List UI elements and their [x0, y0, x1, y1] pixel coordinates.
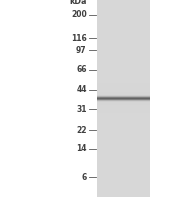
- Bar: [97, 95, 150, 96]
- Bar: [97, 100, 150, 101]
- Bar: [97, 95, 150, 96]
- Bar: [97, 94, 150, 95]
- Text: 22: 22: [76, 125, 87, 135]
- Bar: [97, 99, 150, 100]
- Bar: [97, 100, 150, 101]
- Text: 14: 14: [76, 144, 87, 153]
- Bar: [97, 99, 150, 100]
- Bar: [97, 100, 150, 101]
- Text: kDa: kDa: [69, 0, 87, 6]
- Bar: [97, 96, 150, 97]
- Text: 97: 97: [76, 46, 87, 55]
- Bar: [97, 95, 150, 96]
- Bar: [97, 101, 150, 102]
- Bar: [97, 97, 150, 98]
- Bar: [97, 102, 150, 103]
- Bar: [97, 98, 150, 99]
- Bar: [97, 98, 150, 99]
- Text: 6: 6: [81, 173, 87, 182]
- Bar: [97, 98, 150, 99]
- Bar: [97, 98, 150, 99]
- Bar: [97, 102, 150, 103]
- Bar: [97, 102, 150, 103]
- Bar: [97, 97, 150, 98]
- Bar: [97, 99, 150, 100]
- Text: 66: 66: [76, 65, 87, 74]
- Bar: [97, 100, 150, 101]
- Bar: [97, 101, 150, 102]
- Bar: [97, 101, 150, 102]
- Bar: [97, 97, 150, 98]
- Bar: [97, 102, 150, 103]
- Bar: [97, 95, 150, 96]
- Text: 31: 31: [76, 105, 87, 114]
- Bar: [97, 94, 150, 95]
- Bar: [97, 97, 150, 98]
- Bar: [97, 94, 150, 95]
- Text: 116: 116: [71, 34, 87, 43]
- Bar: [97, 96, 150, 97]
- Text: 44: 44: [76, 85, 87, 94]
- Text: 200: 200: [71, 10, 87, 19]
- Bar: [97, 96, 150, 97]
- Bar: [97, 96, 150, 97]
- Bar: [97, 0, 150, 197]
- Bar: [97, 99, 150, 100]
